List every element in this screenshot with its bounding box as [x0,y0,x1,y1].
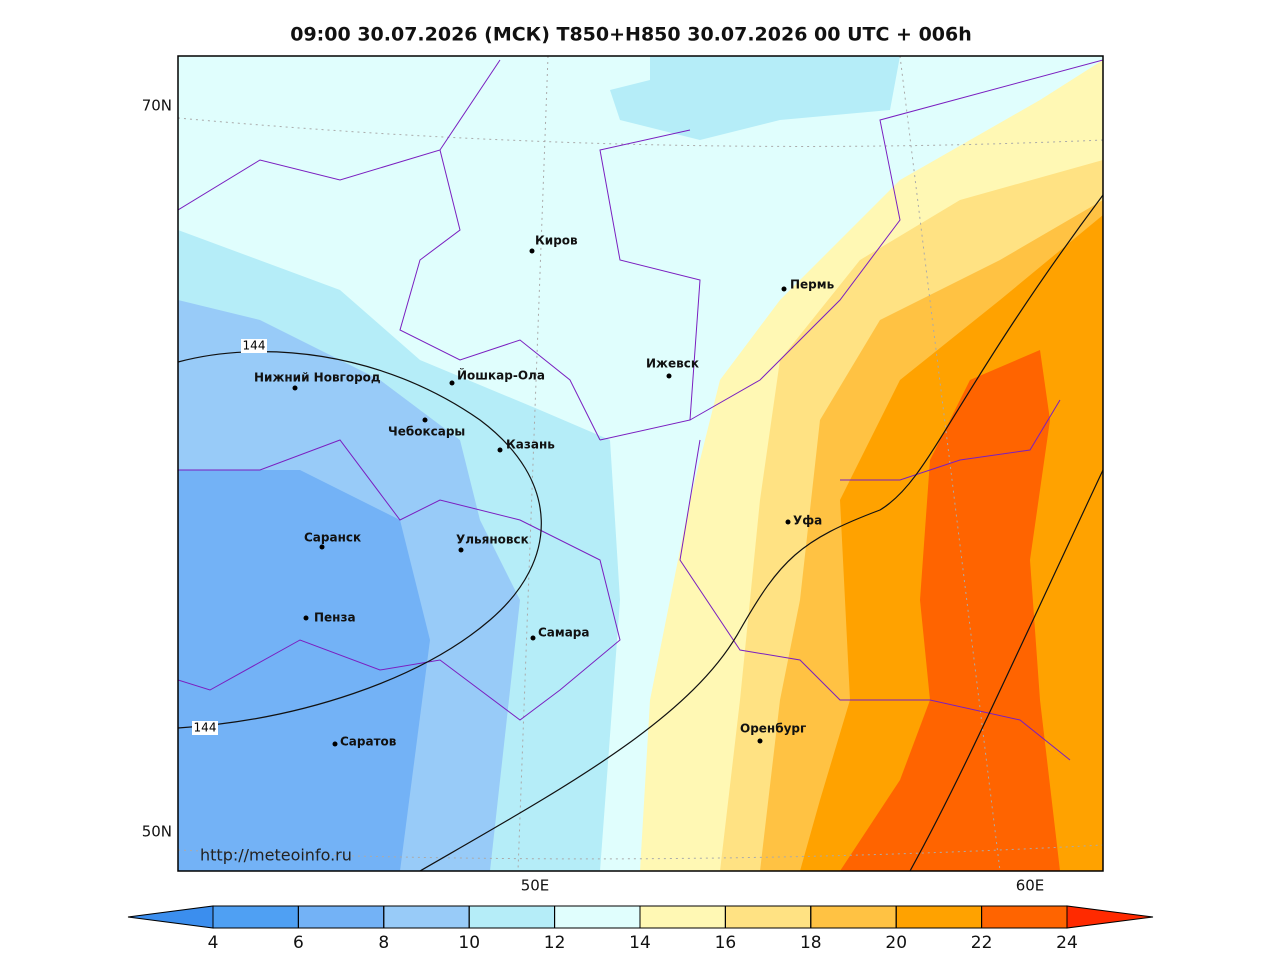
city-label: Самара [538,626,590,640]
city-dot [785,519,791,525]
city-dot [292,385,298,391]
city-dot [422,417,428,423]
colorbar-segment [554,905,641,929]
colorbar-tick-label: 6 [293,933,304,953]
colorbar-tick-label: 16 [715,933,737,953]
city-label: Ижевск [646,357,699,371]
lon-label: 60E [1016,877,1045,895]
colorbar-segment [212,905,299,929]
colorbar-end [127,905,214,929]
colorbar-tick-label: 18 [800,933,822,953]
colorbar-tick-label: 12 [544,933,566,953]
city-dot [332,741,338,747]
colorbar-tick-label: 14 [629,933,651,953]
city-label: Саранск [304,531,361,545]
map-field [178,56,1103,871]
contour-label: 144 [194,721,217,735]
colorbar-segment [895,905,983,929]
city-dot [781,286,787,292]
city-label: Саратов [340,735,397,749]
city-label: Пенза [314,611,356,625]
colorbar-tick-label: 20 [885,933,907,953]
colorbar-segment [383,905,470,929]
contour-label: 144 [243,339,266,353]
city-dot [529,248,535,254]
city-label: Йошкар-Ола [457,368,545,383]
city-dot [458,547,464,553]
city-label: Пермь [790,278,835,292]
city-label: Нижний Новгород [254,371,381,385]
contour-label-bg [241,339,267,353]
map-title: 09:00 30.07.2026 (МСК) T850+H850 30.07.2… [290,24,972,46]
city-label: Чебоксары [388,425,465,439]
city-dot [530,635,536,641]
colorbar-tick-label: 24 [1056,933,1078,953]
colorbar-end [1066,905,1154,929]
city-dot [449,380,455,386]
colorbar-segment [297,905,385,929]
lat-label: 50N [142,823,172,841]
city-dot [303,615,309,621]
city-label: Киров [535,234,578,248]
city-dot [757,738,763,744]
source-url: http://meteoinfo.ru [200,846,352,865]
colorbar-segment [981,905,1068,929]
map-frame [177,55,1104,872]
city-label: Казань [506,438,555,452]
contour-label-bg [192,721,218,735]
city-label: Уфа [793,514,822,528]
colorbar-segment [724,905,812,929]
city-dot [319,544,325,550]
lat-label: 70N [142,97,172,115]
colorbar-tick-label: 8 [378,933,389,953]
colorbar-tick-label: 22 [971,933,993,953]
lon-label: 50E [521,877,550,895]
colorbar-segment [639,905,726,929]
city-dot [497,447,503,453]
colorbar-segment [810,905,897,929]
colorbar-tick-label: 4 [208,933,219,953]
city-label: Оренбург [740,722,806,736]
city-label: Ульяновск [456,533,529,547]
colorbar-segment [468,905,556,929]
colorbar-tick-label: 10 [458,933,480,953]
city-dot [666,373,672,379]
